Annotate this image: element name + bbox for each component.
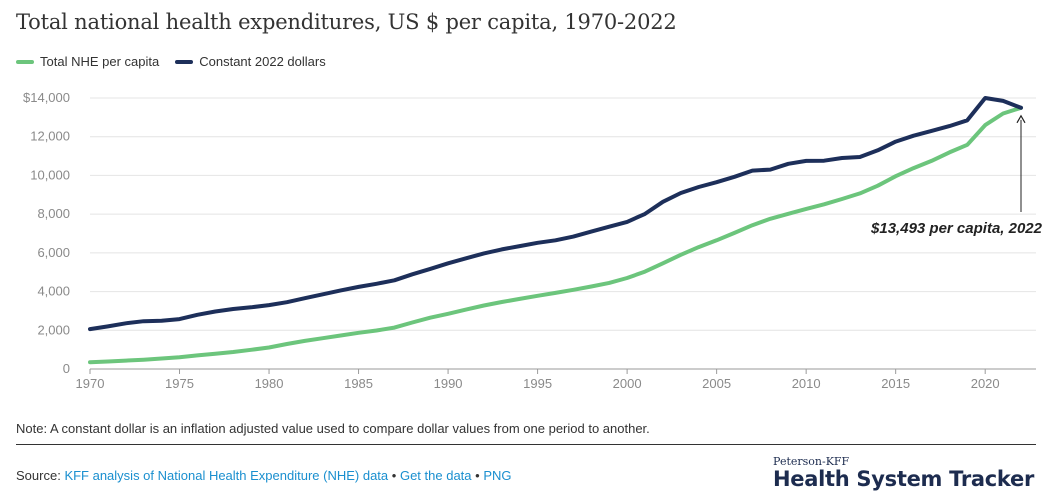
series-line-total-nhe-per-capita — [88, 105, 1023, 365]
source-separator: • — [391, 468, 397, 483]
x-tick-label: 1980 — [255, 376, 284, 391]
legend-item-total-nhe: Total NHE per capita — [16, 54, 159, 69]
brand-logo[interactable]: Peterson-KFF Health System Tracker — [773, 455, 1034, 491]
x-tick-label: 1975 — [165, 376, 194, 391]
x-tick-label: 1985 — [344, 376, 373, 391]
source-link-nhe-data[interactable]: KFF analysis of National Health Expendit… — [64, 468, 389, 483]
y-tick-label: 6,000 — [37, 245, 70, 260]
legend-swatch-constant-dollars — [175, 59, 194, 64]
legend-item-constant-dollars: Constant 2022 dollars — [175, 54, 326, 69]
line-chart: 0 2,000 4,000 6,000 8,000 10,000 12,000 $14,000… — [23, 90, 1043, 391]
chart-note: Note: A constant dollar is an inflation … — [16, 421, 650, 436]
y-tick-label: 0 — [63, 361, 70, 376]
y-tick-label: 8,000 — [37, 206, 70, 221]
source-line: Source: KFF analysis of National Health … — [16, 468, 512, 483]
x-tick-label: 2010 — [792, 376, 821, 391]
y-tick-label: 4,000 — [37, 284, 70, 299]
x-tick-label: 1970 — [76, 376, 105, 391]
legend-swatch-total-nhe — [16, 59, 34, 64]
legend-label-constant-dollars: Constant 2022 dollars — [199, 54, 326, 69]
series-line-constant-2022-dollars — [88, 96, 1023, 332]
png-link[interactable]: PNG — [483, 468, 512, 483]
annotation-label: $13,493 per capita, 2022 — [870, 220, 1043, 237]
x-tick-label: 2000 — [613, 376, 642, 391]
x-tick-label: 1995 — [523, 376, 552, 391]
source-separator: • — [475, 468, 480, 483]
y-tick-label: 12,000 — [30, 129, 70, 144]
y-tick-label: 10,000 — [30, 167, 70, 182]
brand-small-text: Peterson-KFF — [773, 455, 850, 468]
brand-big-text: Health System Tracker — [773, 467, 1034, 491]
x-tick-label: 2005 — [702, 376, 731, 391]
chart-title: Total national health expenditures, US $… — [16, 10, 677, 34]
y-tick-label: $14,000 — [23, 90, 70, 105]
x-tick-label: 2020 — [971, 376, 1000, 391]
legend-label-total-nhe: Total NHE per capita — [40, 54, 160, 69]
divider — [16, 444, 1036, 445]
source-prefix: Source: — [16, 468, 61, 483]
get-the-data-link[interactable]: Get the data — [399, 468, 472, 483]
annotation-arrowhead — [1016, 114, 1026, 124]
y-tick-label: 2,000 — [37, 322, 70, 337]
x-tick-label: 2015 — [881, 376, 910, 391]
x-tick-label: 1990 — [434, 376, 463, 391]
legend: Total NHE per capita Constant 2022 dolla… — [16, 54, 342, 69]
